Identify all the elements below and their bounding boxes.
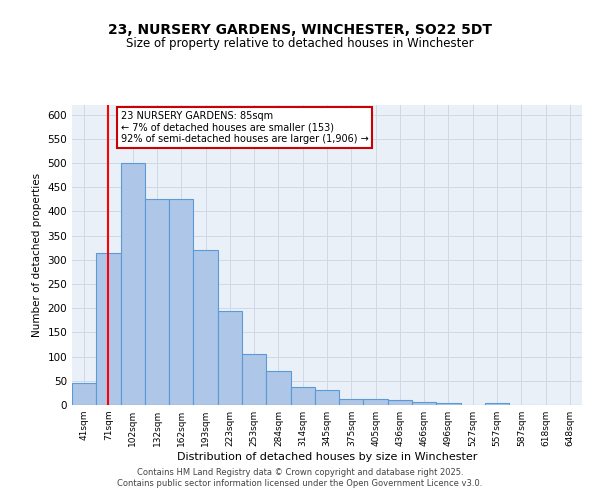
X-axis label: Distribution of detached houses by size in Winchester: Distribution of detached houses by size …	[177, 452, 477, 462]
Bar	[485, 403, 509, 405]
Bar	[218, 310, 242, 405]
Bar	[364, 398, 388, 405]
Bar	[436, 402, 461, 405]
Bar	[72, 383, 96, 405]
Bar	[412, 402, 436, 405]
Bar	[145, 200, 169, 405]
Bar	[266, 371, 290, 405]
Text: Size of property relative to detached houses in Winchester: Size of property relative to detached ho…	[126, 38, 474, 51]
Bar	[290, 387, 315, 405]
Text: Contains HM Land Registry data © Crown copyright and database right 2025.
Contai: Contains HM Land Registry data © Crown c…	[118, 468, 482, 487]
Bar	[193, 250, 218, 405]
Bar	[96, 252, 121, 405]
Bar	[121, 163, 145, 405]
Bar	[169, 200, 193, 405]
Text: 23 NURSERY GARDENS: 85sqm
← 7% of detached houses are smaller (153)
92% of semi-: 23 NURSERY GARDENS: 85sqm ← 7% of detach…	[121, 111, 368, 144]
Bar	[339, 398, 364, 405]
Bar	[315, 390, 339, 405]
Y-axis label: Number of detached properties: Number of detached properties	[32, 173, 42, 337]
Bar	[388, 400, 412, 405]
Bar	[242, 354, 266, 405]
Text: 23, NURSERY GARDENS, WINCHESTER, SO22 5DT: 23, NURSERY GARDENS, WINCHESTER, SO22 5D…	[108, 22, 492, 36]
